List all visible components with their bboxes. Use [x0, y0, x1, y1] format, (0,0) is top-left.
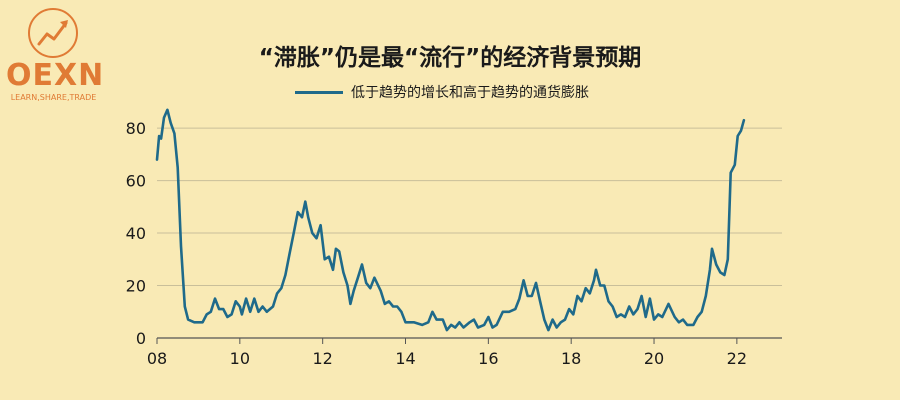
y-tick-label: 40	[126, 224, 146, 243]
x-tick-label: 22	[727, 349, 747, 368]
x-tick-label: 12	[312, 349, 332, 368]
x-tick-label: 20	[644, 349, 664, 368]
y-tick-label: 0	[136, 329, 146, 348]
rising-arrow-icon	[28, 8, 78, 58]
y-tick-label: 80	[126, 119, 146, 138]
y-axis-ticks: 0 20 40 60 80	[126, 119, 146, 348]
logo-wordmark: OEXN	[6, 58, 105, 93]
y-tick-label: 60	[126, 172, 146, 191]
series-line	[155, 108, 746, 332]
x-tick-label: 10	[230, 349, 250, 368]
grid-lines	[157, 127, 782, 339]
logo-tagline: LEARN,SHARE,TRADE	[10, 93, 97, 102]
chart-legend: 低于趋势的增长和高于趋势的通货膨胀	[295, 82, 589, 102]
chart-title: “滞胀”仍是最“流行”的经济背景预期	[258, 45, 642, 71]
x-axis-ticks: 08 10 12 14 16 18 20 22	[147, 338, 747, 368]
x-tick-label: 14	[395, 349, 415, 368]
legend-swatch	[295, 90, 343, 94]
y-tick-label: 20	[126, 277, 146, 296]
x-tick-label: 18	[561, 349, 581, 368]
oexn-logo: OEXN LEARN,SHARE,TRADE	[6, 8, 105, 103]
rising-arrow-icon-graphic	[37, 20, 68, 46]
x-tick-label: 16	[478, 349, 498, 368]
legend-label: 低于趋势的增长和高于趋势的通货膨胀	[351, 85, 589, 101]
x-tick-label: 08	[147, 349, 167, 368]
